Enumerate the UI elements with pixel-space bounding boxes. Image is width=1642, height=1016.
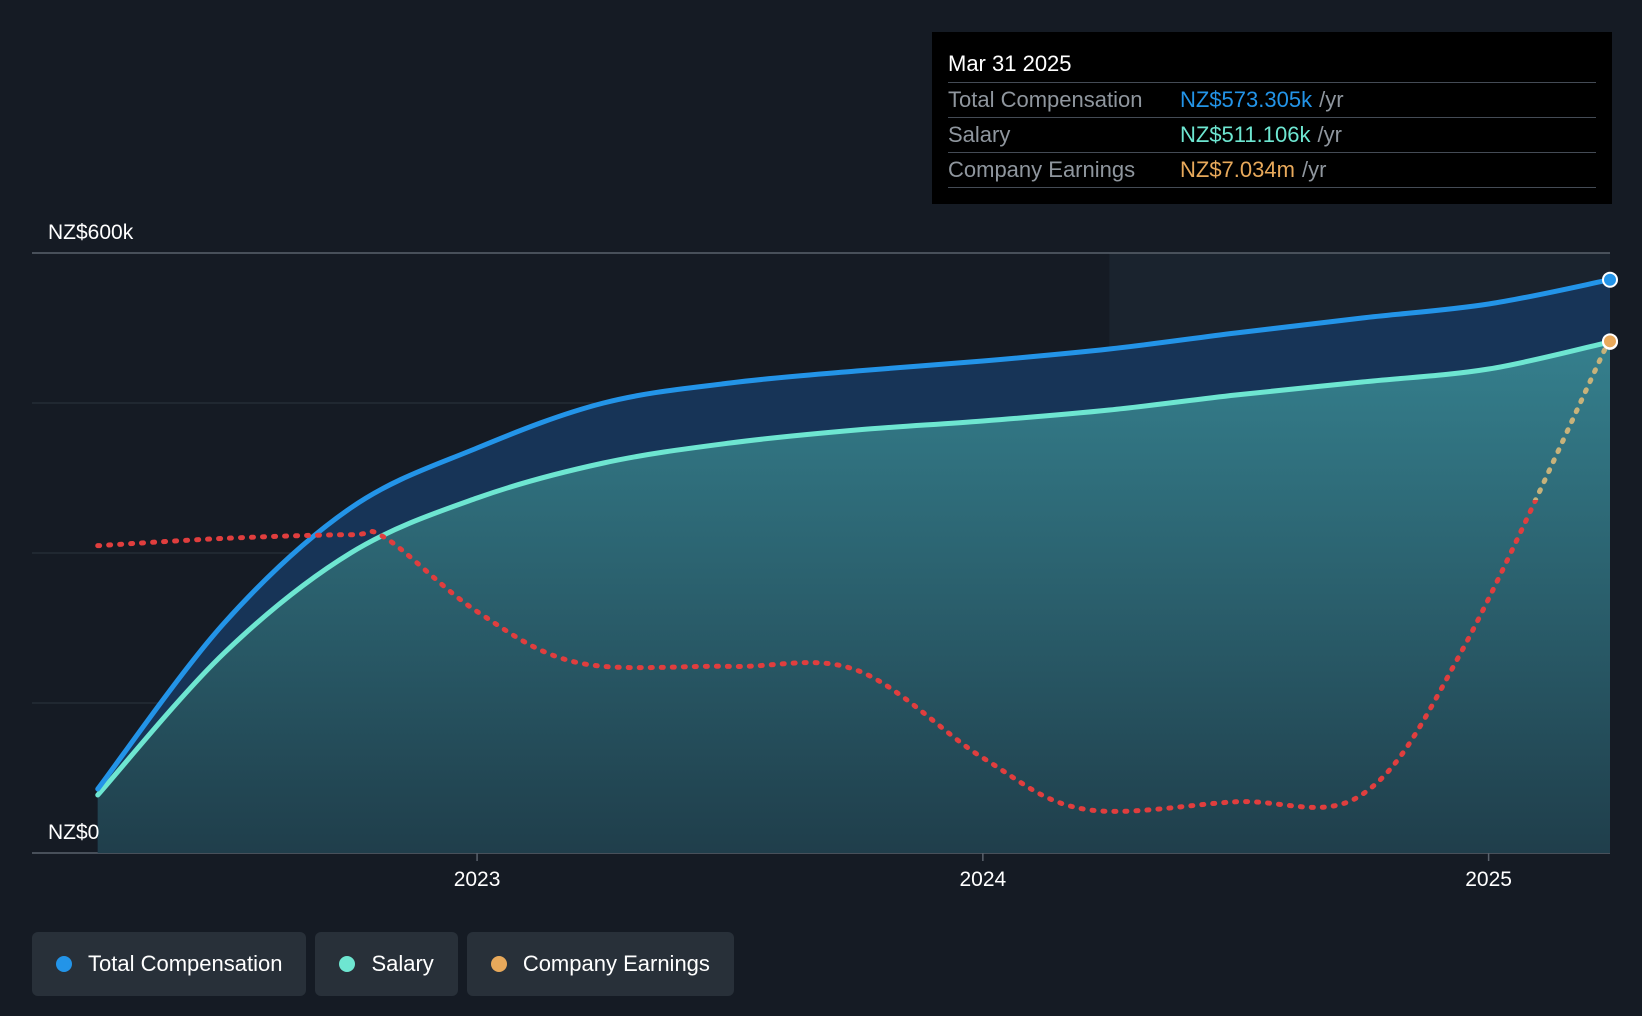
legend-item-salary[interactable]: Salary xyxy=(315,932,458,996)
total-compensation-end-marker xyxy=(1602,271,1618,288)
tooltip-date: Mar 31 2025 xyxy=(948,46,1596,83)
tooltip-label: Salary xyxy=(948,122,1011,147)
tooltip-label: Company Earnings xyxy=(948,157,1136,182)
tooltip-value: NZ$573.305k xyxy=(1180,87,1313,112)
legend: Total Compensation Salary Company Earnin… xyxy=(32,932,734,996)
legend-label: Company Earnings xyxy=(522,951,710,976)
x-tick-label: 2023 xyxy=(454,868,501,891)
salary-area xyxy=(97,341,1610,853)
y-tick-label: NZ$0 xyxy=(48,821,99,844)
tooltip-panel: Mar 31 2025 Total Compensation NZ$573.30… xyxy=(932,32,1612,204)
company-earnings-decline-line xyxy=(95,500,1539,814)
tooltip-row-company-earnings: Company Earnings NZ$7.034m /yr xyxy=(948,153,1596,188)
x-tick-label: 2024 xyxy=(959,868,1006,891)
y-tick-label: NZ$600k xyxy=(48,221,134,244)
legend-label: Total Compensation xyxy=(88,951,283,976)
tooltip-label: Total Compensation xyxy=(948,87,1143,112)
tooltip-unit: /yr xyxy=(1301,157,1327,182)
salary-line xyxy=(95,339,1613,798)
tooltip-value: NZ$7.034m xyxy=(1180,157,1295,182)
legend-dot-icon xyxy=(490,956,507,972)
legend-label: Salary xyxy=(371,951,434,976)
legend-dot-icon xyxy=(339,956,356,972)
tooltip-unit: /yr xyxy=(1317,122,1342,147)
company-earnings-end-marker xyxy=(1602,333,1618,350)
tooltip-row-salary: Salary NZ$511.106k /yr xyxy=(948,118,1596,153)
tooltip-value: NZ$511.106k xyxy=(1180,122,1311,147)
tooltip-row-total-compensation: Total Compensation NZ$573.305k /yr xyxy=(948,83,1596,118)
legend-item-company-earnings[interactable]: Company Earnings xyxy=(466,932,734,996)
x-tick-label: 2025 xyxy=(1465,868,1512,891)
legend-item-total-compensation[interactable]: Total Compensation xyxy=(32,932,307,996)
total-compensation-line xyxy=(95,277,1613,792)
tooltip-unit: /yr xyxy=(1319,87,1344,112)
legend-dot-icon xyxy=(56,956,72,972)
